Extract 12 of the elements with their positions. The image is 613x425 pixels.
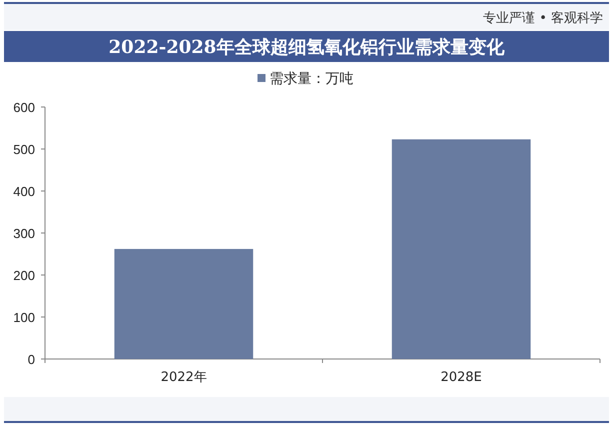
y-tick-label: 0 — [28, 352, 35, 367]
y-tick-label: 200 — [13, 268, 35, 283]
y-tick-label: 600 — [13, 100, 35, 115]
y-tick-label: 500 — [13, 142, 35, 157]
y-tick-label: 400 — [13, 184, 35, 199]
legend-label: 需求量：万吨 — [270, 71, 354, 87]
chart-title: 2022-2028年全球超细氢氧化铝行业需求量变化 — [108, 37, 506, 58]
y-tick-label: 300 — [13, 226, 35, 241]
text: 专业严谨 • 客观科学 — [483, 10, 603, 26]
y-tick-label: 100 — [13, 310, 35, 325]
x-tick-label: 2028E — [440, 370, 482, 385]
x-tick-label: 2022年 — [160, 370, 207, 385]
